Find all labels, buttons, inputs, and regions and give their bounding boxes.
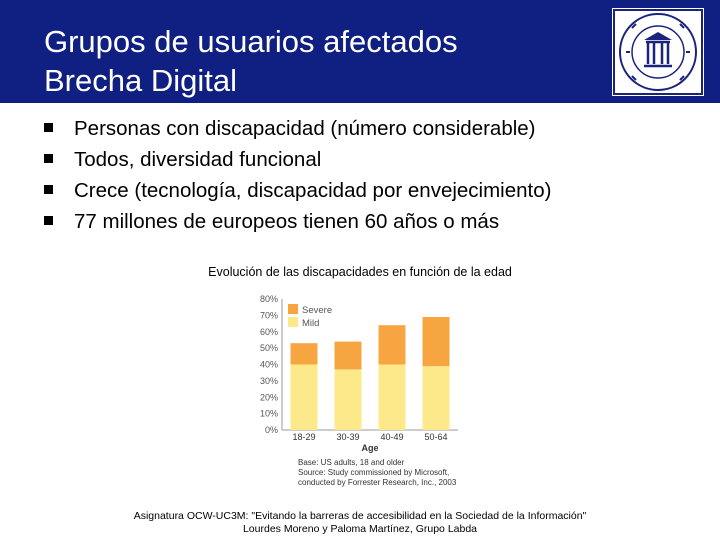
university-seal-icon: [612, 8, 704, 96]
y-tick-label: 60%: [260, 327, 278, 337]
title-line-2: Brecha Digital: [44, 63, 237, 98]
y-tick-label: 80%: [260, 294, 278, 304]
x-tick-label: 18-29: [292, 432, 315, 442]
bar-mild: [378, 364, 406, 430]
title-line-1: Grupos de usuarios afectados: [44, 24, 458, 59]
disability-age-chart: 0% 10% 20% 30% 40% 50% 60% 70% 80% 18-29 30-39 40-4…: [240, 290, 480, 505]
bullet-square-icon: [44, 123, 53, 132]
chart-canvas: 0% 10% 20% 30% 40% 50% 60% 70% 80% 18-29 30-39 40-4…: [260, 294, 458, 487]
bar-mild: [334, 369, 362, 430]
title-bar: Grupos de usuarios afectados Brecha Digi…: [0, 0, 720, 103]
x-tick-label: 50-64: [424, 432, 447, 442]
y-tick-label: 20%: [260, 392, 278, 402]
y-tick-label: 50%: [260, 343, 278, 353]
y-tick-label: 30%: [260, 376, 278, 386]
bullet-item: Todos, diversidad funcional: [44, 144, 551, 175]
bullet-square-icon: [44, 154, 53, 163]
y-tick-label: 70%: [260, 310, 278, 320]
bullet-item: Personas con discapacidad (número consid…: [44, 113, 551, 144]
bullet-text: Todos, diversidad funcional: [74, 148, 322, 171]
legend-label: Severe: [302, 305, 332, 316]
x-tick-label: 30-39: [336, 432, 359, 442]
bullet-item: Crece (tecnología, discapacidad por enve…: [44, 175, 551, 206]
slide-footer: Asignatura OCW-UC3M: "Evitando la barrer…: [0, 510, 720, 536]
bullet-square-icon: [44, 185, 53, 194]
bullet-square-icon: [44, 216, 53, 225]
bullet-text: Crece (tecnología, discapacidad por enve…: [74, 179, 552, 202]
bullet-text: 77 millones de europeos tienen 60 años o…: [74, 210, 500, 233]
bar-severe: [422, 317, 450, 367]
chart-source-note: Base: US adults, 18 and older: [298, 458, 405, 467]
chart-source-note: conducted by Forrester Research, Inc., 2…: [298, 478, 457, 487]
x-tick-label: 40-49: [380, 432, 403, 442]
slide-title: Grupos de usuarios afectados Brecha Digi…: [44, 22, 458, 100]
bar-mild: [422, 366, 450, 430]
bar-severe: [378, 325, 406, 365]
x-axis-label: Age: [361, 443, 378, 453]
chart-source-note: Source: Study commissioned by Microsoft,: [298, 468, 449, 477]
y-tick-label: 40%: [260, 360, 278, 370]
y-tick-label: 10%: [260, 409, 278, 419]
legend-label: Mild: [302, 318, 319, 329]
bullet-text: Personas con discapacidad (número consid…: [74, 117, 536, 140]
footer-course: Asignatura OCW-UC3M: "Evitando la barrer…: [133, 510, 587, 522]
footer-authors: Lourdes Moreno y Paloma Martínez, Grupo …: [242, 523, 478, 535]
bullet-list: Personas con discapacidad (número consid…: [44, 113, 551, 237]
bullet-item: 77 millones de europeos tienen 60 años o…: [44, 206, 551, 237]
bar-mild: [290, 364, 318, 430]
figure-title: Evolución de las discapacidades en funci…: [208, 265, 512, 279]
bar-severe: [334, 341, 362, 370]
legend-swatch: [288, 317, 298, 327]
legend-swatch: [288, 304, 298, 314]
y-tick-label: 0%: [265, 425, 278, 435]
bar-severe: [290, 343, 318, 365]
